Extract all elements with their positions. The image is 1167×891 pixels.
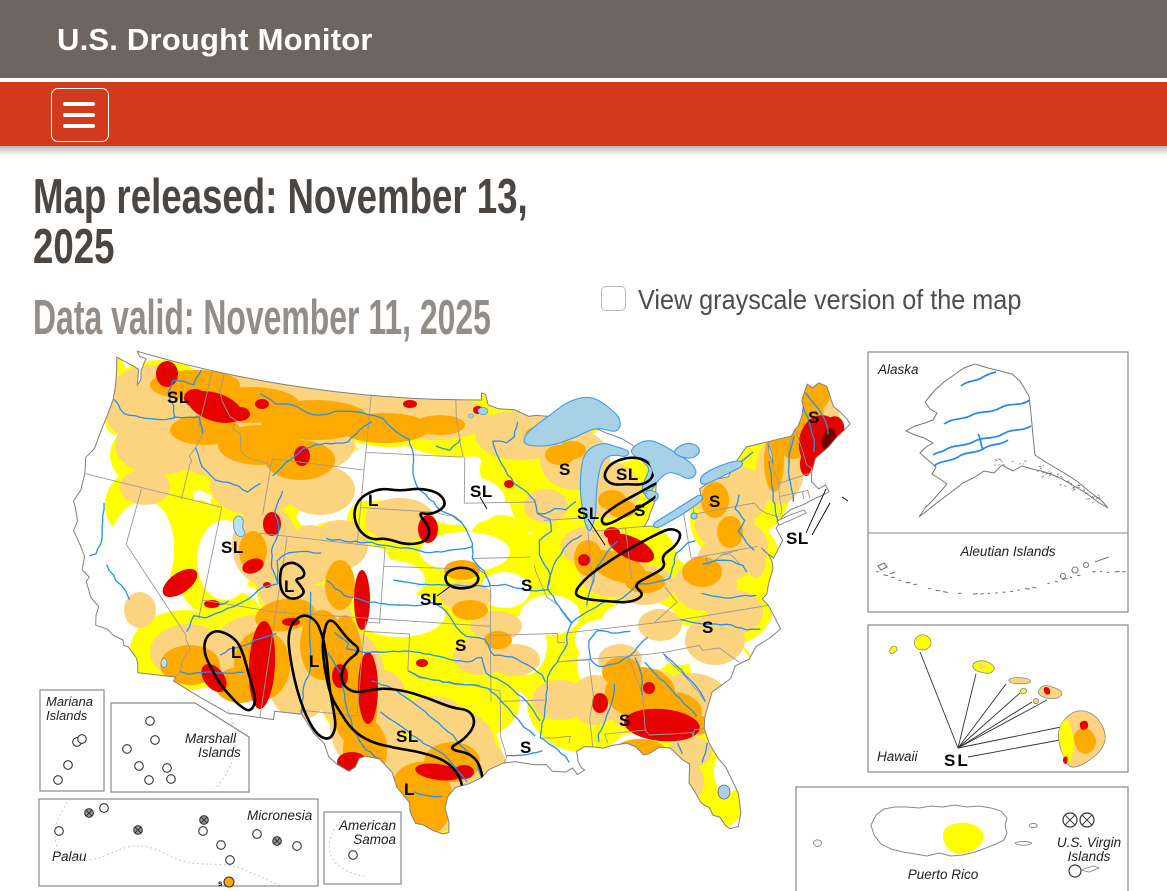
svg-text:L: L xyxy=(231,643,242,662)
svg-text:Mariana: Mariana xyxy=(46,694,93,709)
svg-text:Micronesia: Micronesia xyxy=(247,808,313,823)
svg-text:L: L xyxy=(368,491,379,510)
svg-text:Aleutian Islands: Aleutian Islands xyxy=(959,544,1056,559)
svg-text:SL: SL xyxy=(616,465,639,484)
svg-text:Puerto Rico: Puerto Rico xyxy=(908,867,979,882)
svg-text:Hawaii: Hawaii xyxy=(877,749,919,764)
svg-text:Islands: Islands xyxy=(198,745,241,760)
svg-text:Samoa: Samoa xyxy=(353,832,396,847)
svg-text:SL: SL xyxy=(786,529,809,548)
svg-text:S: S xyxy=(702,618,714,637)
svg-text:S: S xyxy=(521,576,533,595)
svg-text:S: S xyxy=(455,636,467,655)
svg-text:Marshall: Marshall xyxy=(185,731,237,746)
svg-text:S: S xyxy=(619,711,631,730)
svg-text:S: S xyxy=(634,501,646,520)
svg-text:SL: SL xyxy=(470,482,493,501)
svg-text:S: S xyxy=(559,460,571,479)
svg-text:SL: SL xyxy=(420,590,443,609)
svg-text:L: L xyxy=(404,780,415,799)
svg-text:Alaska: Alaska xyxy=(877,362,919,377)
svg-text:L: L xyxy=(284,577,295,596)
svg-text:L: L xyxy=(309,652,320,671)
svg-text:American: American xyxy=(338,818,396,833)
svg-text:Islands: Islands xyxy=(1068,849,1111,864)
svg-text:SL: SL xyxy=(221,538,244,557)
svg-text:S: S xyxy=(520,738,532,757)
svg-text:s: s xyxy=(218,879,223,888)
svg-text:S: S xyxy=(808,408,820,427)
svg-text:Islands: Islands xyxy=(46,708,88,723)
svg-text:Palau: Palau xyxy=(52,849,87,864)
svg-text:SL: SL xyxy=(944,751,970,770)
svg-text:SL: SL xyxy=(396,727,419,746)
svg-text:S: S xyxy=(709,492,721,511)
svg-text:U.S. Virgin: U.S. Virgin xyxy=(1057,835,1121,850)
svg-text:SL: SL xyxy=(167,388,190,407)
svg-text:SL: SL xyxy=(577,504,600,523)
